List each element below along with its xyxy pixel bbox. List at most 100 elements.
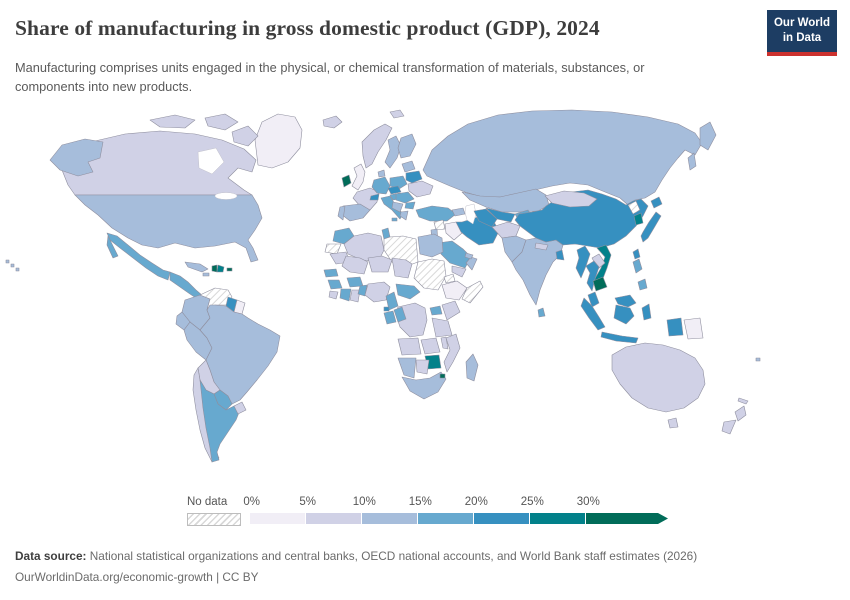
country-ghana[interactable] xyxy=(349,289,361,303)
country-greece[interactable] xyxy=(399,210,409,221)
legend-bin-25-30%[interactable] xyxy=(530,513,586,524)
country-madagascar[interactable] xyxy=(465,353,479,382)
country-indonesia-java[interactable] xyxy=(600,331,639,344)
country-italy-sicily[interactable] xyxy=(391,217,398,222)
country-mexico-baja[interactable] xyxy=(106,235,119,259)
country-brazil[interactable] xyxy=(199,304,281,405)
legend-bin-30%+[interactable] xyxy=(586,513,668,524)
country-svalbard[interactable] xyxy=(389,109,405,119)
country-germany[interactable] xyxy=(371,176,391,195)
country-china[interactable] xyxy=(514,189,649,249)
country-indonesia-sulawesi[interactable] xyxy=(641,303,652,321)
country-poland[interactable] xyxy=(389,175,408,190)
legend-bin-10-15%[interactable] xyxy=(362,513,418,524)
country-botswana[interactable] xyxy=(415,359,430,375)
country-kenya[interactable] xyxy=(441,300,461,321)
footer-url-link[interactable]: OurWorldinData.org/economic-growth xyxy=(15,570,213,585)
country-mexico[interactable] xyxy=(106,232,171,281)
country-cuba[interactable] xyxy=(184,261,209,273)
owid-logo[interactable]: Our World in Data xyxy=(767,10,837,56)
country-gabon[interactable] xyxy=(383,310,397,325)
country-jamaica[interactable] xyxy=(202,272,210,277)
country-eritrea[interactable] xyxy=(443,273,456,284)
country-cote-divoire[interactable] xyxy=(339,288,352,302)
country-russia-kamchatka[interactable] xyxy=(699,121,717,151)
country-hawaii[interactable] xyxy=(5,259,20,272)
country-belarus[interactable] xyxy=(405,170,423,184)
country-dominican-republic[interactable] xyxy=(216,264,225,273)
country-japan-hokkaido[interactable] xyxy=(650,196,663,209)
country-western-sahara[interactable] xyxy=(324,243,342,255)
country-ecuador[interactable] xyxy=(175,311,191,331)
country-taiwan[interactable] xyxy=(632,248,641,260)
country-romania[interactable] xyxy=(395,191,415,204)
country-uruguay[interactable] xyxy=(233,401,247,415)
country-egypt[interactable] xyxy=(417,233,444,258)
country-fiji[interactable] xyxy=(755,357,761,362)
country-czechia[interactable] xyxy=(387,185,402,195)
country-niger[interactable] xyxy=(367,255,393,273)
country-mozambique[interactable] xyxy=(443,333,461,373)
legend-bin-20-25%[interactable] xyxy=(474,513,530,524)
country-norway[interactable] xyxy=(361,123,393,169)
country-new-caledonia[interactable] xyxy=(737,397,749,405)
country-philippines-mindanao[interactable] xyxy=(637,278,648,291)
country-malaysia-borneo[interactable] xyxy=(614,294,637,308)
country-equatorial-guinea[interactable] xyxy=(383,306,390,312)
country-thailand[interactable] xyxy=(585,260,600,292)
country-denmark[interactable] xyxy=(377,169,386,178)
country-yemen[interactable] xyxy=(451,265,467,278)
country-japan-honshu[interactable] xyxy=(640,211,662,243)
country-canada-arctic1[interactable] xyxy=(149,114,196,129)
country-india[interactable] xyxy=(511,237,564,306)
country-central-african-republic[interactable] xyxy=(395,283,421,300)
country-guinea[interactable] xyxy=(327,279,343,290)
country-iceland[interactable] xyxy=(322,115,343,129)
country-portugal[interactable] xyxy=(337,205,346,221)
country-baltics[interactable] xyxy=(401,160,416,173)
country-congo[interactable] xyxy=(393,306,407,323)
country-nigeria[interactable] xyxy=(364,281,391,303)
country-alaska[interactable] xyxy=(49,138,104,177)
country-myanmar[interactable] xyxy=(575,245,591,279)
country-switzerland[interactable] xyxy=(369,193,380,201)
country-haiti[interactable] xyxy=(211,264,218,273)
country-burkina-faso[interactable] xyxy=(346,276,364,288)
country-argentina[interactable] xyxy=(199,379,241,463)
country-sierra-leone[interactable] xyxy=(328,290,339,300)
country-russia[interactable] xyxy=(422,109,703,206)
country-turkmenistan[interactable] xyxy=(473,208,498,228)
country-usa[interactable] xyxy=(74,194,263,263)
country-balkans[interactable] xyxy=(391,201,404,213)
country-uae[interactable] xyxy=(464,252,474,260)
legend-bin-0-5%[interactable] xyxy=(250,513,306,524)
country-turkey[interactable] xyxy=(415,205,457,222)
country-chad[interactable] xyxy=(391,257,413,279)
country-malawi[interactable] xyxy=(440,336,449,350)
legend-bin-15-20%[interactable] xyxy=(418,513,474,524)
country-indonesia-sumatra[interactable] xyxy=(580,297,606,331)
country-south-korea[interactable] xyxy=(633,212,644,226)
country-canada-arctic2[interactable] xyxy=(204,113,239,131)
country-sudan[interactable] xyxy=(413,258,447,291)
country-tanzania[interactable] xyxy=(431,317,453,338)
country-philippines-luzon[interactable] xyxy=(632,258,643,274)
country-angola[interactable] xyxy=(397,337,422,356)
country-iraq[interactable] xyxy=(444,221,463,241)
country-finland[interactable] xyxy=(397,133,417,159)
country-united-kingdom[interactable] xyxy=(351,163,366,191)
country-papua-new-guinea[interactable] xyxy=(683,317,704,340)
country-benin-togo[interactable] xyxy=(357,284,368,297)
country-south-africa[interactable] xyxy=(401,371,447,400)
country-afghanistan[interactable] xyxy=(491,221,521,239)
country-bulgaria[interactable] xyxy=(404,201,416,210)
country-bangladesh[interactable] xyxy=(555,249,565,261)
country-caucasus[interactable] xyxy=(451,207,466,217)
legend-bin-5-10%[interactable] xyxy=(306,513,362,524)
country-zambia[interactable] xyxy=(420,337,441,355)
country-indonesia-papua[interactable] xyxy=(666,317,684,337)
country-venezuela[interactable] xyxy=(199,287,233,311)
country-ukraine[interactable] xyxy=(407,180,434,198)
country-malaysia-peninsula[interactable] xyxy=(587,291,600,308)
country-new-zealand-north[interactable] xyxy=(734,405,747,422)
